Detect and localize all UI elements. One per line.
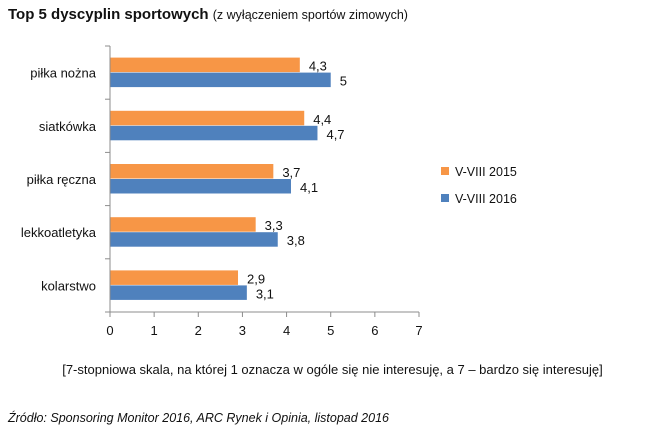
x-tick-label: 2 xyxy=(195,323,202,338)
bar-2015 xyxy=(110,110,305,126)
chart-subtitle: (z wyłączeniem sportów zimowych) xyxy=(212,8,408,22)
bar-2015 xyxy=(110,57,300,73)
bar-2015 xyxy=(110,270,239,285)
data-label: 2,9 xyxy=(247,271,265,286)
data-label: 4,4 xyxy=(313,112,331,127)
category-label: siatkówka xyxy=(39,119,97,134)
data-label: 3,8 xyxy=(287,233,305,248)
x-tick-label: 5 xyxy=(327,323,334,338)
data-label: 4,1 xyxy=(300,180,318,195)
x-tick-label: 0 xyxy=(106,323,113,338)
data-label: 5 xyxy=(340,74,347,89)
data-label: 3,1 xyxy=(256,286,274,301)
bar-2016 xyxy=(110,125,318,141)
legend-swatch-2015 xyxy=(441,167,449,175)
chart-title-block: Top 5 dyscyplin sportowych (z wyłączenie… xyxy=(8,6,408,23)
data-label: 4,3 xyxy=(309,59,327,74)
bar-2016 xyxy=(110,232,278,247)
category-label: piłka nożna xyxy=(30,66,97,81)
bar-2015 xyxy=(110,217,256,232)
x-tick-label: 6 xyxy=(371,323,378,338)
data-label: 4,7 xyxy=(326,127,344,142)
bar-2016 xyxy=(110,72,331,88)
legend-swatch-2016 xyxy=(441,194,449,202)
x-tick-label: 1 xyxy=(151,323,158,338)
scale-note: [7-stopniowa skala, na której 1 oznacza … xyxy=(62,362,603,377)
bar-2016 xyxy=(110,285,247,300)
chart-title: Top 5 dyscyplin sportowych xyxy=(8,6,209,23)
category-label: kolarstwo xyxy=(41,278,96,293)
category-label: lekkoatletyka xyxy=(21,225,97,240)
bar-2016 xyxy=(110,179,291,194)
source-note: Źródło: Sponsoring Monitor 2016, ARC Ryn… xyxy=(8,411,389,425)
x-tick-label: 7 xyxy=(415,323,422,338)
data-label: 3,3 xyxy=(265,218,283,233)
bar-2015 xyxy=(110,164,274,179)
category-label: piłka ręczna xyxy=(27,172,97,187)
data-label: 3,7 xyxy=(282,165,300,180)
bar-chart: piłka nożna 4,3 5 siatkówka 4,44,7 piłka ręcz… xyxy=(21,45,517,338)
legend-label: V-VIII 2016 xyxy=(455,192,517,206)
x-tick-label: 3 xyxy=(239,323,246,338)
x-tick-label: 4 xyxy=(283,323,290,338)
legend-label: V-VIII 2015 xyxy=(455,165,517,179)
